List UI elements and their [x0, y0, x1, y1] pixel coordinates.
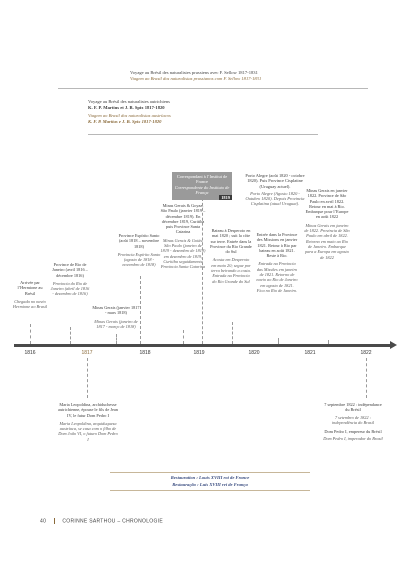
timeline-arrow — [390, 341, 397, 349]
sellow-fr: Voyage au Brésil des naturalistes prussi… — [130, 70, 258, 75]
leopoldina-pt: Maria Leopoldina, arquiduquesa austríaca… — [58, 420, 118, 442]
column-minas-goyaz-pt: Minas Gerais & Goiás, São Paulo (janeiro… — [160, 237, 206, 270]
column-minas-1822-fr: Minas Gerais en janvier 1822. Province d… — [305, 188, 349, 220]
footer-separator — [53, 518, 55, 524]
porto-alegre-fr: Porto Alegre (août 1820 - octobre 1820).… — [245, 173, 305, 189]
martius-names-fr: K. F. P. Martius et J. B. Spix 1817-1820 — [88, 105, 165, 110]
correspondant-year: 1819 — [219, 194, 232, 200]
column-espirito-santo-pt: Provincia Espírito Santo (agosto de 1818… — [117, 251, 161, 268]
footer-title: CHRONOLOGIE — [122, 518, 163, 525]
martius-title-fr: Voyage au Brésil des naturalistes autric… — [88, 99, 170, 104]
emperor-pt: Dom Pedro I, imperador do Brasil — [323, 436, 383, 442]
restoration-block: Restauration : Louis XVIII roi de France… — [110, 474, 310, 488]
column-minas-1817-fr: Minas Gerais (janvier 1817 - mars 1818) — [92, 305, 140, 316]
restoration-bottom-rule — [110, 490, 310, 491]
sellow-pt: Viagem ao Brasil dos naturalistas prussi… — [130, 76, 262, 81]
column-desperoto: Bateau à Desperoto en mai 1820 ; suit la… — [210, 228, 252, 284]
footer-author: CORINNE SARTHOU — [62, 518, 116, 525]
correspondant-box: Correspondant à l’Institut de France Cor… — [172, 172, 232, 200]
column-missions-fr: Entrée dans la Province des Missions en … — [256, 232, 298, 259]
connector-1819c — [202, 198, 203, 344]
column-minas-goyaz: Minas Gerais & Goyaz, São Paulo (janvier… — [160, 203, 206, 270]
column-missions-pt: Entrada na Provincia das Missões em jane… — [256, 261, 298, 293]
restoration-pt: Restauração : Luís XVIII rei de França — [172, 482, 248, 487]
year-1819: 1819 — [193, 350, 205, 356]
year-1816: 1816 — [24, 350, 36, 356]
column-rio-1816-fr: Province de Rio de Janeiro (avril 1816 –… — [52, 262, 88, 278]
martius-header: Voyage au Brésil des naturalistes autric… — [88, 99, 318, 125]
connector-1819a — [140, 276, 141, 344]
connector-1821 — [278, 338, 279, 344]
leopoldina-block: Maria Leopoldina, archiduchesse autrichi… — [58, 402, 118, 442]
correspondant-pt: Correspondente do Instituto de França — [174, 184, 230, 195]
connector-1817 — [70, 327, 71, 344]
column-hermione: Arrivée par l’Hermione au Brésil Chegada… — [12, 280, 48, 309]
column-minas-goyaz-fr: Minas Gerais & Goyaz, São Paulo (janvier… — [160, 203, 206, 235]
year-1818: 1818 — [139, 350, 151, 356]
column-missions: Entrée dans la Province des Missions en … — [256, 232, 298, 293]
timeline-bar — [14, 344, 392, 347]
independence-pt: 7 setembro de 1822 : independência do Br… — [331, 414, 374, 425]
emperor-fr: Dom Pedro I, empereur du Brésil — [324, 429, 382, 435]
year-1820: 1820 — [248, 350, 260, 356]
column-hermione-pt: Chegada no navio Hermione ao Brasil — [12, 298, 48, 310]
correspondant-fr: Correspondant à l’Institut de France — [176, 174, 228, 185]
page-number: 40 — [40, 518, 47, 525]
column-minas-1817: Minas Gerais (janvier 1817 - mars 1818) … — [92, 305, 140, 329]
column-rio-1816: Province de Rio de Janeiro (avril 1816 –… — [50, 262, 90, 297]
sellow-header: Voyage au Brésil des naturalistes prussi… — [130, 70, 370, 82]
year-1821: 1821 — [304, 350, 316, 356]
connector-1816 — [30, 324, 31, 344]
martius-names-pt: K. F. P. Martius e J. B. Spix 1817-1820 — [88, 119, 162, 124]
connector-1820 — [232, 322, 233, 344]
column-desperoto-pt: Acosta em Desperoto em maio 20; segue po… — [211, 257, 251, 284]
martius-title-pt: Viagem ao Brasil dos naturalistas austrí… — [88, 113, 171, 118]
column-minas-1822-pt: Minas Gerais em janeiro de 1822. Provinc… — [304, 222, 350, 260]
connector-1818 — [116, 334, 117, 344]
porto-alegre-block: Porto Alegre (août 1820 - octobre 1820).… — [245, 173, 305, 207]
porto-alegre-pt: Porto Alegre (Agosto 1820 - Outubro 1820… — [245, 190, 305, 207]
connector-independence — [366, 358, 367, 398]
connector-1822 — [328, 340, 329, 344]
year-1817: 1817 — [81, 350, 93, 356]
restoration-top-rule — [110, 472, 310, 473]
column-minas-1817-pt: Minas Gerais (janeiro de 1817 - março de… — [94, 318, 138, 329]
column-desperoto-fr: Bateau à Desperoto en mai 1820 ; suit la… — [210, 228, 252, 255]
footer-dash: – — [117, 518, 123, 525]
column-rio-1816-pt: Provincia do Rio de Janeiro (abril de 18… — [50, 280, 90, 297]
sellow-divider — [58, 88, 368, 89]
connector-leopoldina — [87, 358, 88, 398]
year-1822: 1822 — [360, 350, 372, 356]
column-espirito-santo: Province Espírito Santo (août 1818 – nov… — [117, 233, 161, 268]
connector-1819b — [183, 330, 184, 344]
independence-fr: 7 septembre 1822 : indépendance du Brési… — [324, 402, 382, 413]
page-footer: 40 CORINNE SARTHOU – CHRONOLOGIE — [40, 518, 163, 524]
column-hermione-fr: Arrivée par l’Hermione au Brésil — [17, 280, 43, 296]
martius-divider — [88, 134, 318, 135]
independence-block: 7 septembre 1822 : indépendance du Brési… — [322, 402, 384, 442]
leopoldina-fr: Maria Leopoldina, archiduchesse autrichi… — [58, 402, 118, 418]
restoration-fr: Restauration : Louis XVIII roi de France — [170, 475, 250, 480]
column-espirito-santo-fr: Province Espírito Santo (août 1818 – nov… — [118, 233, 160, 249]
column-minas-1822: Minas Gerais en janvier 1822. Province d… — [304, 188, 350, 260]
